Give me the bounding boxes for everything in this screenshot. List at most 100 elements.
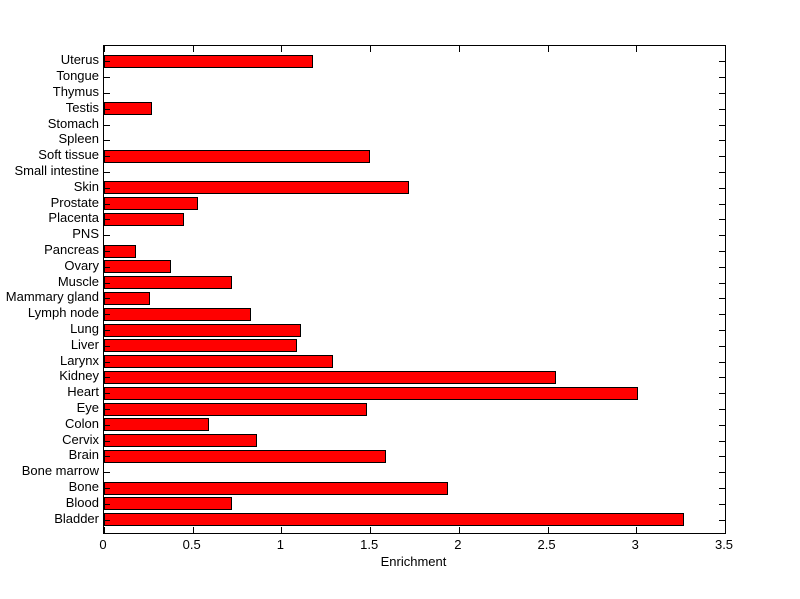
y-tick [104,187,110,189]
bar-muscle [104,276,232,290]
y-tick-label: Thymus [52,84,99,99]
y-tick [719,298,725,300]
y-tick [719,93,725,94]
y-tick [104,377,110,379]
x-tick [192,527,194,533]
y-tick [104,472,110,474]
bar-lung [104,323,301,337]
y-tick [719,219,725,221]
y-tick [104,456,110,458]
y-tick-label: Prostate [50,194,99,210]
bar-ovary [104,260,172,274]
y-tick [719,235,725,237]
y-tick [719,519,725,521]
y-tick-label: Skin [73,178,99,194]
y-tick [104,409,110,410]
y-tick [719,124,725,126]
y-tick-label: Stomach [47,115,99,131]
y-tick [719,251,725,252]
y-tick-label: Heart [67,384,99,400]
y-tick [104,140,110,142]
y-tick [719,409,725,410]
y-tick-label: Mammary gland [5,289,99,305]
y-tick-label: Pancreas [44,242,99,257]
y-tick [719,345,725,347]
y-tick [104,361,110,363]
x-tick [192,46,194,52]
y-tick-label: Small intestine [14,163,99,178]
x-tick [547,527,549,533]
y-tick [719,187,725,189]
y-tick [719,203,725,205]
y-tick [719,456,725,458]
y-tick [719,266,725,268]
y-tick-label: Bone marrow [21,463,99,479]
x-tick [636,46,638,52]
bar-liver [104,339,298,353]
y-tick [719,503,725,505]
y-tick [104,93,110,94]
y-tick-label: Placenta [48,210,99,226]
bar-cervix [104,434,257,448]
y-tick-label: Testis [65,99,99,115]
y-tick [104,393,110,395]
y-tick [104,330,110,331]
y-tick [104,203,110,205]
y-tick [719,488,725,489]
y-tick [719,172,725,173]
y-tick [719,440,725,442]
y-tick [104,124,110,126]
bar-bone [104,481,449,495]
x-tick [547,46,549,52]
x-tick [281,46,283,52]
y-tick [719,377,725,379]
y-tick [104,172,110,173]
bar-soft-tissue [104,149,371,163]
y-tick-label: Cervix [62,431,99,447]
bar-colon [104,418,209,432]
y-tick-label: Kidney [59,368,99,384]
x-tick-label: 0.5 [182,537,201,552]
y-tick [719,77,725,79]
x-tick-label: 2 [454,537,462,552]
y-tick [104,424,110,426]
y-tick [104,298,110,300]
y-tick [104,488,110,489]
bar-prostate [104,197,199,211]
x-tick [281,527,283,533]
bar-heart [104,386,639,400]
bar-placenta [104,212,184,226]
y-tick [104,519,110,521]
y-tick [719,424,725,426]
x-tick [725,527,726,533]
bar-skin [104,181,410,195]
x-axis-title: Enrichment [380,554,447,569]
x-tick [104,46,105,52]
y-tick-label: Liver [70,336,99,352]
x-tick [458,527,460,533]
y-tick [719,314,725,316]
x-tick [636,527,638,533]
y-tick-label: Lymph node [27,305,99,321]
x-tick [370,527,372,533]
y-tick [104,235,110,237]
bar-kidney [104,370,557,384]
x-tick [370,46,372,52]
bar-uterus [104,54,314,68]
y-tick [104,156,110,158]
y-tick-label: Blood [65,494,99,510]
y-tick-label: Tongue [56,68,99,84]
y-tick [104,61,110,63]
x-tick-label: 1.5 [360,537,379,552]
y-tick-label: Brain [68,447,99,463]
x-tick [104,527,105,533]
y-tick [719,282,725,284]
y-tick [104,108,110,110]
y-tick-label: Spleen [58,131,99,147]
bar-mammary-gland [104,291,151,305]
y-tick [104,314,110,316]
bar-eye [104,402,367,416]
y-tick [104,503,110,505]
x-tick-label: 3.5 [714,537,734,552]
